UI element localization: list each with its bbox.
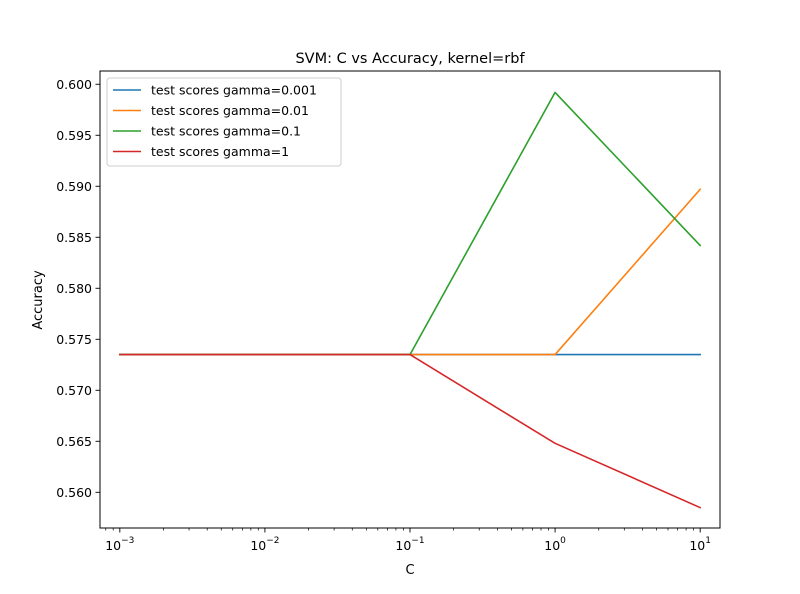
legend-label-3: test scores gamma=1 (151, 144, 289, 159)
legend-label-1: test scores gamma=0.01 (151, 103, 309, 118)
y-tick-label-0: 0.560 (56, 485, 92, 500)
legend: test scores gamma=0.001 test scores gamma… (107, 78, 341, 166)
y-tick-label-8: 0.600 (56, 77, 92, 92)
y-tick-label-6: 0.590 (56, 179, 92, 194)
y-tick-label-4: 0.580 (56, 281, 92, 296)
y-tick-label-3: 0.575 (56, 332, 92, 347)
x-axis-label: C (405, 563, 414, 578)
legend-label-2: test scores gamma=0.1 (151, 124, 301, 139)
y-tick-label-2: 0.570 (56, 383, 92, 398)
legend-label-0: test scores gamma=0.001 (151, 83, 317, 98)
y-tick-label-1: 0.565 (56, 434, 92, 449)
y-tick-label-7: 0.595 (56, 128, 92, 143)
chart-title: SVM: C vs Accuracy, kernel=rbf (295, 51, 525, 67)
y-tick-label-5: 0.585 (56, 230, 92, 245)
y-axis-label: Accuracy (31, 270, 46, 330)
